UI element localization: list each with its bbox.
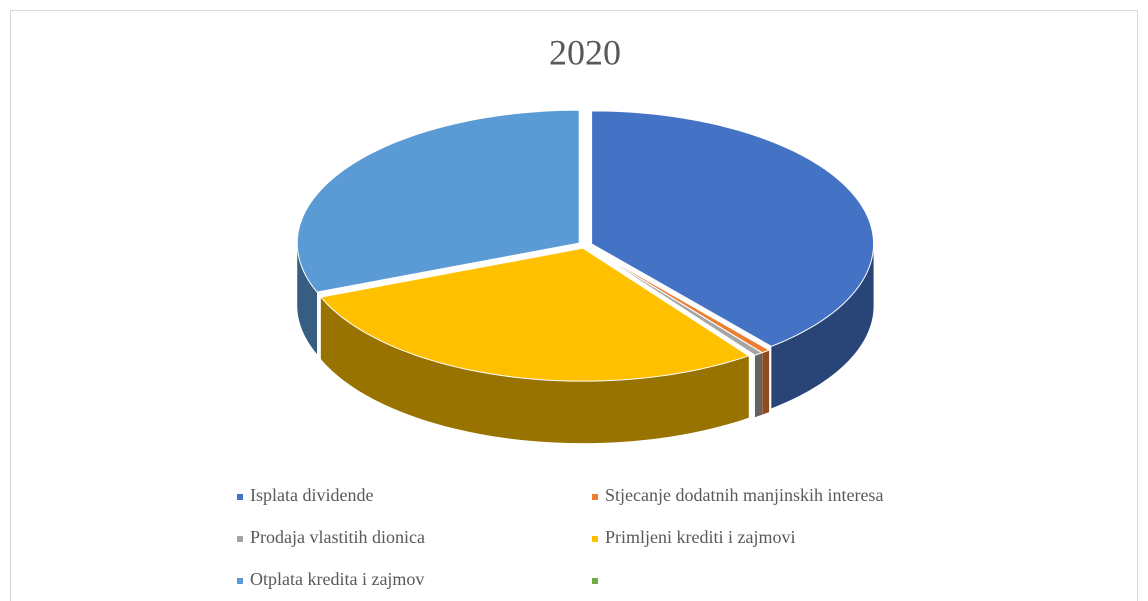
- legend-marker: [592, 494, 598, 500]
- slice: [588, 247, 764, 356]
- legend-label: Stjecanje dodatnih manjinskih interesa: [605, 485, 883, 505]
- legend-marker: [592, 578, 598, 584]
- legend-marker: [237, 578, 243, 584]
- slice-side: [762, 350, 770, 415]
- slice-side: [320, 297, 749, 444]
- slice: [296, 109, 580, 293]
- slice: [591, 110, 875, 347]
- legend-label: Primljeni krediti i zajmovi: [605, 527, 795, 547]
- slice-side: [754, 352, 763, 418]
- legend-label: Otplata kredita i zajmov: [250, 569, 424, 589]
- slice: [319, 247, 750, 382]
- legend-marker: [592, 536, 598, 542]
- legend-label: Isplata dividende: [250, 485, 373, 505]
- slice-side: [771, 243, 874, 409]
- slice-side: [297, 243, 318, 355]
- legend-marker: [237, 494, 243, 500]
- legend-label: Prodaja vlastitih dionica: [250, 527, 425, 547]
- chart-title: 2020: [549, 32, 621, 72]
- legend-marker: [237, 536, 243, 542]
